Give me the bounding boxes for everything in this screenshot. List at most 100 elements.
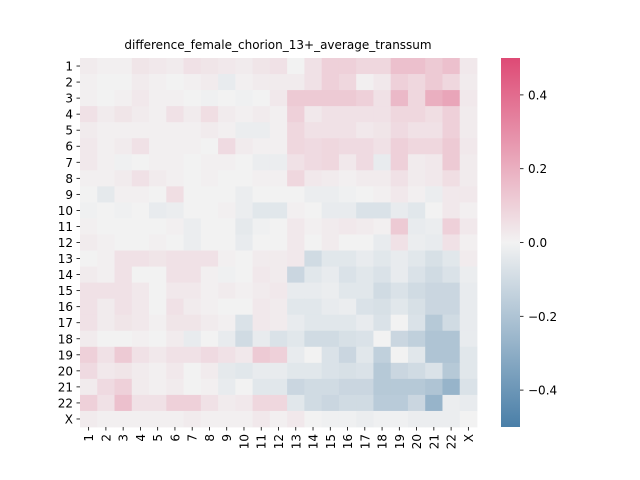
row-tick-label: 15 (58, 284, 73, 298)
heatmap-cell (183, 218, 202, 235)
heatmap-cell (425, 314, 443, 332)
heatmap-cell (442, 218, 461, 235)
heatmap-cell (442, 378, 461, 396)
heatmap-cell (200, 362, 219, 380)
heatmap-cell (287, 122, 305, 139)
heatmap-cell (373, 106, 392, 123)
heatmap-cell (442, 90, 461, 107)
heatmap-cell (425, 330, 443, 348)
heatmap-cell (269, 378, 288, 396)
heatmap-cell (321, 218, 340, 235)
heatmap-cell (166, 266, 184, 284)
heatmap-cell (218, 346, 236, 364)
heatmap-cell (235, 58, 254, 75)
heatmap-cell (287, 282, 305, 300)
heatmap-cell (218, 330, 236, 348)
heatmap-cell (321, 314, 340, 332)
heatmap-cell (200, 202, 219, 219)
heatmap-cell (321, 250, 340, 267)
heatmap-cell (80, 378, 98, 396)
heatmap-cell (252, 138, 271, 155)
heatmap-cell (390, 298, 409, 316)
heatmap-cell (459, 186, 478, 203)
heatmap-cell (166, 106, 184, 123)
heatmap-cell (338, 170, 357, 187)
column-tick-label: X (462, 434, 476, 442)
heatmap-cell (114, 90, 133, 107)
heatmap-cell (287, 410, 305, 428)
heatmap-cell (338, 58, 357, 75)
heatmap-cell (373, 234, 392, 251)
heatmap-cell (131, 106, 150, 123)
column-tick-label: 15 (324, 434, 338, 449)
heatmap-cell (200, 170, 219, 187)
column-tick-label: 8 (203, 434, 217, 442)
heatmap-cell (252, 106, 271, 123)
column-tick-label: 7 (186, 434, 200, 442)
heatmap-cell (200, 234, 219, 251)
heatmap-cell (459, 346, 478, 364)
heatmap-cell (338, 378, 357, 396)
row-tick-label: 5 (65, 124, 73, 138)
colorbar: 0.4 0.2 0.0 −0.2 −0.4 (501, 58, 557, 427)
heatmap-cell (459, 170, 478, 187)
heatmap-cell (218, 58, 236, 75)
heatmap-cell (183, 362, 202, 380)
heatmap-cell (390, 122, 409, 139)
heatmap-cell (442, 170, 461, 187)
heatmap-cell (183, 154, 202, 171)
heatmap-cell (149, 170, 167, 187)
heatmap-cell (80, 394, 98, 412)
heatmap-cell (459, 154, 478, 171)
heatmap-cell (338, 298, 357, 316)
heatmap-cell (304, 346, 323, 364)
heatmap-cell (80, 106, 98, 123)
heatmap-cell (304, 218, 323, 235)
heatmap-cell (425, 58, 443, 75)
heatmap-cell (373, 410, 392, 428)
heatmap-cell (373, 266, 392, 284)
heatmap-cell (218, 74, 236, 91)
heatmap-cell (235, 106, 254, 123)
heatmap-cell (252, 74, 271, 91)
heatmap-cell (287, 330, 305, 348)
heatmap-cell (390, 410, 409, 428)
heatmap-cell (114, 170, 133, 187)
heatmap-cell (407, 378, 426, 396)
heatmap-cell (114, 394, 133, 412)
heatmap-cell (373, 378, 392, 396)
heatmap-cell (235, 170, 254, 187)
heatmap-cell (114, 346, 133, 364)
heatmap-cell (356, 90, 374, 107)
heatmap-cell (114, 138, 133, 155)
heatmap-cell (252, 346, 271, 364)
heatmap-cell (304, 330, 323, 348)
heatmap-cell (183, 90, 202, 107)
colorbar-tick-label: 0.2 (528, 162, 547, 176)
heatmap-cell (80, 186, 98, 203)
heatmap-cell (407, 250, 426, 267)
column-tick-label: 9 (220, 434, 234, 442)
heatmap-cell (269, 186, 288, 203)
heatmap-cell (114, 234, 133, 251)
heatmap-cell (338, 154, 357, 171)
heatmap-cell (287, 90, 305, 107)
heatmap-cell (321, 410, 340, 428)
heatmap-cell (252, 410, 271, 428)
heatmap-cell (235, 250, 254, 267)
heatmap-cell (321, 202, 340, 219)
heatmap-cell (166, 202, 184, 219)
heatmap-cell (390, 266, 409, 284)
heatmap-cell (321, 282, 340, 300)
heatmap-cell (166, 250, 184, 267)
heatmap-cell (338, 394, 357, 412)
heatmap-cell (390, 378, 409, 396)
heatmap-cell (97, 170, 115, 187)
heatmap-cell (304, 74, 323, 91)
heatmap-cell (235, 122, 254, 139)
heatmap-cell (425, 106, 443, 123)
heatmap-cell (356, 378, 374, 396)
heatmap-cell (166, 298, 184, 316)
column-tick-label: 12 (272, 434, 286, 449)
